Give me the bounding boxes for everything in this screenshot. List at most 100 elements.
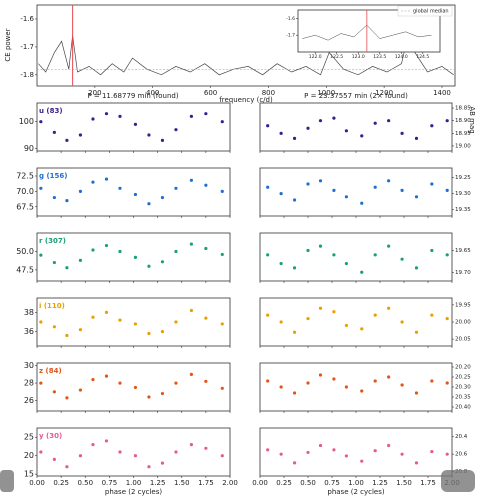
data-point xyxy=(39,253,43,257)
data-point xyxy=(174,450,178,454)
data-point xyxy=(332,116,336,120)
data-point xyxy=(78,328,83,332)
y-tick-label: 18.90 xyxy=(455,118,471,124)
data-point xyxy=(65,138,69,142)
data-point xyxy=(332,310,336,314)
data-point xyxy=(133,122,138,126)
data-point xyxy=(220,189,224,193)
data-point xyxy=(220,322,224,326)
y-tick-label: -1.8 xyxy=(20,71,34,79)
data-point xyxy=(279,192,283,196)
data-point xyxy=(133,454,138,458)
y-tick-label: 36 xyxy=(24,327,34,336)
x-tick-label: 400 xyxy=(146,89,159,97)
data-point xyxy=(414,391,419,395)
data-point xyxy=(78,258,83,262)
data-point xyxy=(292,330,297,334)
data-point xyxy=(78,454,83,458)
data-point xyxy=(400,131,404,135)
data-point xyxy=(65,266,69,270)
left-title: P = 11.68779 min (found) xyxy=(87,92,178,100)
data-point xyxy=(279,320,283,324)
data-point xyxy=(400,188,404,192)
data-point xyxy=(430,379,434,383)
data-point xyxy=(430,248,434,253)
y-axis-label: CE power xyxy=(4,28,12,61)
data-point xyxy=(306,182,310,186)
y-tick-label: 67.5 xyxy=(16,202,34,211)
data-point xyxy=(306,381,310,385)
data-point xyxy=(292,198,297,202)
data-point xyxy=(52,390,56,394)
data-point xyxy=(147,133,151,137)
data-point xyxy=(91,180,95,184)
data-point xyxy=(360,201,364,205)
row-label: i (110) xyxy=(39,302,65,310)
data-point xyxy=(174,320,178,324)
data-point xyxy=(220,120,224,124)
data-point xyxy=(104,439,109,443)
data-point xyxy=(204,446,208,450)
y-tick-label: 50.0 xyxy=(16,247,34,256)
row-label: g (156) xyxy=(39,172,67,180)
row-label: u (83) xyxy=(39,107,63,115)
data-point xyxy=(52,325,56,329)
x-tick-label: 1.25 xyxy=(150,479,166,487)
data-point xyxy=(318,244,323,248)
data-point xyxy=(220,252,224,257)
data-point xyxy=(78,388,83,392)
data-point xyxy=(400,257,404,261)
x-tick-label: 1200 xyxy=(375,89,393,97)
data-point xyxy=(344,323,348,328)
data-point xyxy=(65,396,69,400)
y-tick-label: 19.35 xyxy=(455,207,471,213)
data-point xyxy=(430,313,434,317)
data-point xyxy=(266,124,270,128)
data-point xyxy=(292,461,297,465)
ui-zoom-button[interactable] xyxy=(441,470,475,492)
data-point xyxy=(91,443,95,447)
data-point xyxy=(332,377,336,381)
y-tick-label: 90 xyxy=(24,144,34,153)
legend-label: global median xyxy=(413,9,449,15)
data-point xyxy=(104,112,109,116)
data-point xyxy=(318,119,323,123)
y-tick-label: 26 xyxy=(24,396,34,405)
data-point xyxy=(118,450,122,454)
x-tick-label: 122.0 xyxy=(309,54,322,60)
data-point xyxy=(147,395,151,399)
x-tick-label: 1.75 xyxy=(198,479,214,487)
data-point xyxy=(387,244,391,248)
x-tick-label: 0.50 xyxy=(300,479,316,487)
data-point xyxy=(360,327,364,331)
data-point xyxy=(104,310,109,314)
x-axis-label: phase (2 cycles) xyxy=(105,488,162,496)
data-point xyxy=(292,391,297,395)
x-tick-label: 0.25 xyxy=(276,479,292,487)
row-label: y (30) xyxy=(39,432,62,440)
data-point xyxy=(39,381,43,385)
ui-button[interactable] xyxy=(0,470,14,492)
data-point xyxy=(373,185,377,189)
data-point xyxy=(360,134,364,138)
x-tick-label: 1000 xyxy=(317,89,335,97)
data-point xyxy=(52,130,56,134)
x-tick-label: 1.50 xyxy=(174,479,190,487)
x-axis-label: frequency (c/d) xyxy=(219,96,273,104)
data-point xyxy=(360,389,364,393)
row-label: r (307) xyxy=(39,237,66,245)
data-point xyxy=(318,306,323,310)
data-point xyxy=(387,443,391,448)
data-point xyxy=(133,385,138,390)
data-point xyxy=(204,379,208,383)
data-point xyxy=(344,454,348,458)
x-tick-label: 1.00 xyxy=(348,479,364,487)
data-point xyxy=(445,381,449,385)
data-point xyxy=(360,459,364,463)
data-point xyxy=(204,112,208,116)
data-point xyxy=(318,179,323,183)
data-point xyxy=(373,121,377,125)
y-tick-label: 30 xyxy=(24,361,34,370)
data-point xyxy=(266,185,270,189)
